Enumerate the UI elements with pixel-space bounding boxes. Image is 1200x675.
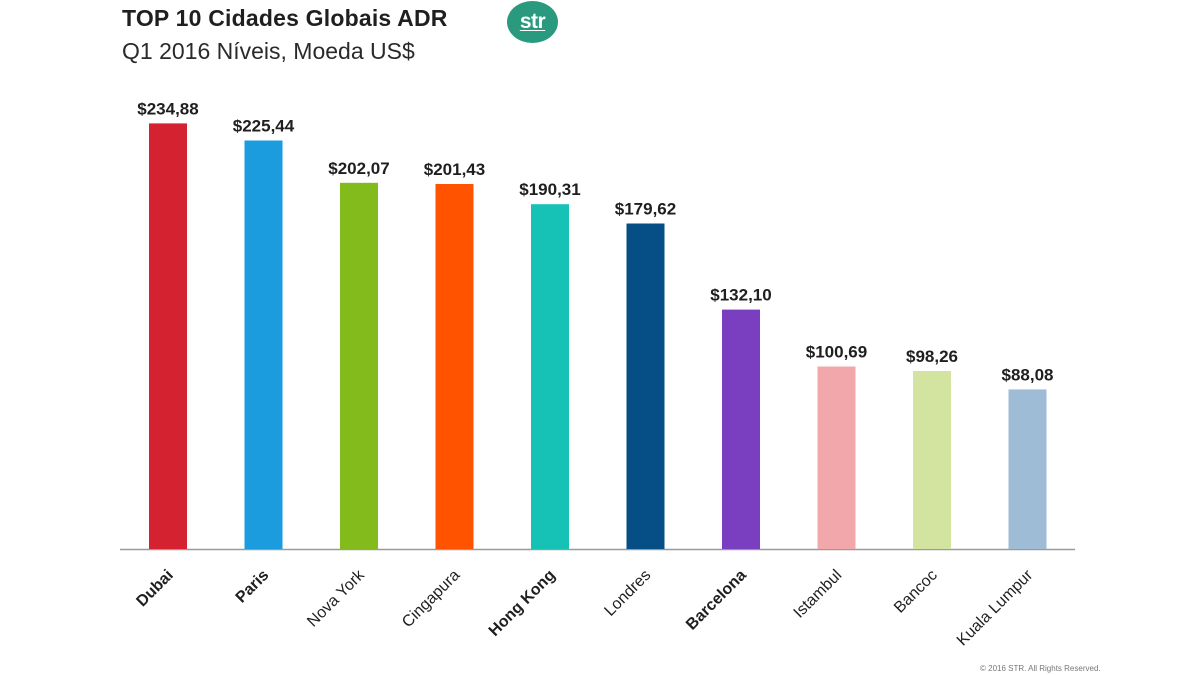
str-logo-text: str [519, 10, 546, 33]
chart-title: TOP 10 Cidades Globais ADR [122, 5, 448, 31]
category-label: Dubai [133, 567, 176, 610]
bar-value-label: $132,10 [710, 286, 771, 305]
bar-value-label: $98,26 [906, 347, 958, 366]
bar-bancoc [913, 371, 951, 549]
bar-value-label: $201,43 [424, 160, 485, 179]
bar-dubai [149, 123, 187, 550]
category-label: Londres [601, 567, 654, 620]
bar-londres [626, 223, 665, 549]
bar-paris [244, 140, 283, 549]
category-label: Barcelona [683, 567, 750, 634]
bar-value-label: $190,31 [519, 180, 580, 199]
category-label: Cingapura [399, 567, 463, 631]
bar-barcelona [722, 309, 760, 549]
category-label: Paris [233, 567, 273, 607]
bar-istambul [817, 366, 856, 549]
category-label: Bancoc [891, 567, 941, 617]
bar-value-label: $88,08 [1002, 365, 1054, 384]
bar-nova-york [340, 182, 378, 550]
copyright-notice: © 2016 STR. All Rights Reserved. [980, 664, 1101, 673]
bar-value-label: $234,88 [137, 99, 198, 118]
bar-kuala-lumpur [1008, 389, 1047, 549]
bar-hong-kong [531, 204, 569, 549]
bar-value-label: $179,62 [615, 200, 676, 219]
bar-cingapura [435, 184, 474, 549]
category-label: Kuala Lumpur [954, 566, 1037, 649]
chart-subtitle: Q1 2016 Níveis, Moeda US$ [122, 38, 415, 64]
bar-value-label: $202,07 [328, 159, 389, 178]
category-label: Hong Kong [486, 567, 559, 640]
category-label: Istambul [791, 567, 846, 622]
bar-value-label: $225,44 [233, 117, 295, 136]
category-label: Nova York [304, 566, 368, 630]
bar-value-label: $100,69 [806, 343, 867, 362]
str-logo: str [507, 1, 558, 43]
